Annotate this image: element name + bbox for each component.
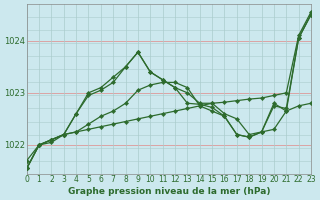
X-axis label: Graphe pression niveau de la mer (hPa): Graphe pression niveau de la mer (hPa) (68, 187, 270, 196)
